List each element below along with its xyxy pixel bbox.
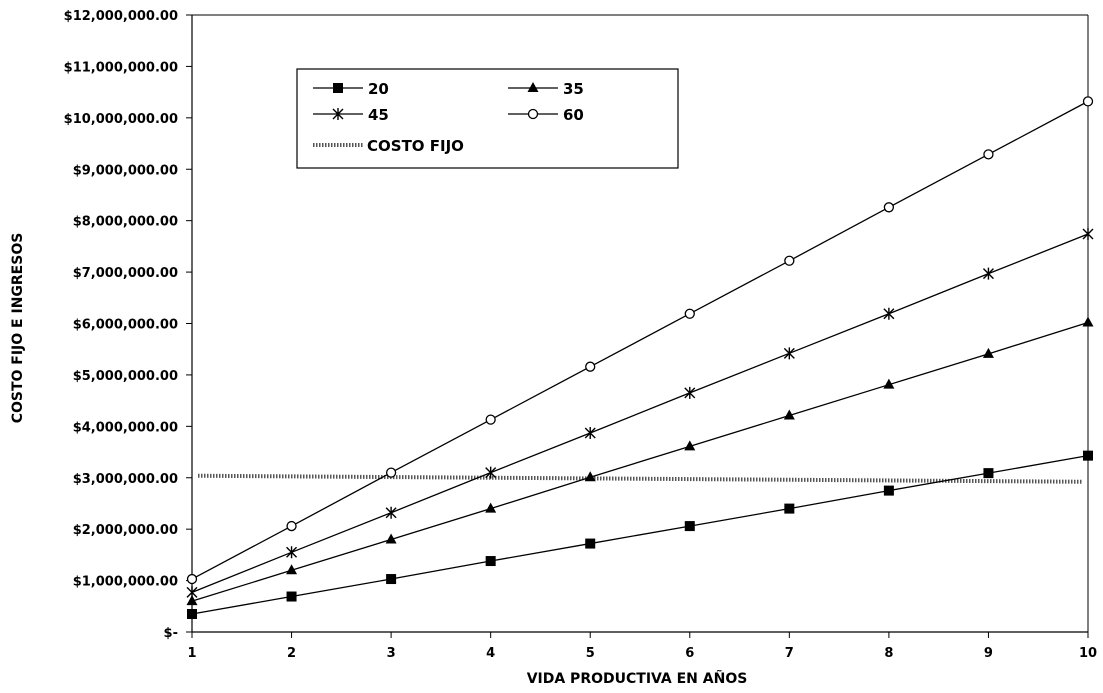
star-marker [385,506,397,519]
star-marker [1082,228,1094,241]
y-tick-label: $- [164,626,178,641]
y-axis: $- $1,000,000.00 $2,000,000.00 $3,000,000.0… [64,9,192,641]
x-tick-label: 7 [785,646,794,661]
triangle-marker [286,564,298,575]
series-line-20 [191,455,1089,615]
legend-label: 20 [368,80,389,98]
circle-marker [485,414,496,425]
triangle-marker [485,502,497,513]
legend: 20 35 45 60 COSTO FIJO [296,68,679,169]
star-marker [783,347,795,360]
square-marker [333,83,343,93]
circle-marker [585,361,596,372]
reference-line-layer [197,473,1083,484]
y-tick-label: $11,000,000.00 [64,60,178,75]
square-marker [983,468,994,479]
y-tick-label: $6,000,000.00 [73,318,178,333]
triangle-marker [883,378,895,389]
legend-label: 60 [563,106,584,124]
legend-item-45: 45 [313,106,389,124]
y-tick-label: $9,000,000.00 [73,163,178,178]
y-tick-label: $4,000,000.00 [73,420,178,435]
x-tick-label: 1 [187,646,196,661]
circle-marker [527,108,539,120]
legend-box [296,68,679,169]
triangle-marker [1082,316,1094,327]
triangle-marker [783,409,795,420]
triangle-marker [186,595,198,606]
square-marker [1083,450,1093,461]
star-marker [982,267,994,280]
series-line-45 [191,233,1089,594]
costo-fijo-line [197,473,1083,484]
x-tick-label: 10 [1079,646,1097,661]
y-tick-label: $3,000,000.00 [73,472,178,487]
y-tick-label: $5,000,000.00 [73,369,178,384]
series-20 [187,450,1093,620]
x-axis-title: VIDA PRODUCTIVA EN AÑOS [527,670,748,687]
legend-item-35: 35 [508,80,584,98]
star-marker [485,466,497,479]
circle-marker [684,308,695,319]
series-60 [186,96,1094,585]
star-marker [332,108,344,120]
y-tick-label: $2,000,000.00 [73,523,178,538]
series-line-60 [191,100,1089,580]
x-tick-label: 6 [685,646,694,661]
legend-label: 35 [563,80,584,98]
series-layer [186,96,1094,620]
legend-label: 45 [368,106,389,124]
triangle-marker [684,440,696,451]
legend-item-costo-fijo: COSTO FIJO [313,137,464,155]
legend-label: COSTO FIJO [367,137,464,155]
circle-marker [1082,96,1094,107]
x-tick-label: 4 [486,646,495,661]
square-marker [187,609,197,620]
y-tick-label: $12,000,000.00 [64,9,178,24]
triangle-marker [385,533,397,544]
circle-marker [186,573,198,585]
x-tick-label: 8 [884,646,893,661]
series-45 [186,228,1094,599]
triangle-marker [527,82,539,92]
square-marker [585,538,596,549]
star-marker [883,307,895,320]
y-axis-title: COSTO FIJO E INGRESOS [10,233,26,424]
square-marker [386,574,397,585]
circle-marker [784,255,795,266]
legend-item-20: 20 [313,80,389,98]
x-tick-label: 2 [287,646,296,661]
square-marker [286,591,297,602]
circle-marker [883,202,895,213]
circle-marker [385,467,397,478]
x-axis: 1 2 3 4 5 6 7 8 9 10 [187,632,1097,661]
triangle-marker [584,471,596,482]
series-35 [186,316,1094,606]
star-marker [286,546,298,559]
y-tick-label: $1,000,000.00 [73,575,178,590]
square-marker [883,485,894,496]
triangle-marker [982,347,994,358]
square-marker [485,556,496,567]
x-tick-label: 3 [387,646,396,661]
circle-marker [286,520,297,532]
x-tick-label: 5 [586,646,595,661]
y-tick-label: $7,000,000.00 [73,266,178,281]
star-marker [186,586,198,599]
series-line-35 [191,321,1089,602]
x-tick-label: 9 [984,646,993,661]
star-marker [584,427,596,440]
square-marker [784,503,795,514]
circle-marker [983,149,994,160]
star-marker [684,386,696,399]
legend-item-60: 60 [508,106,584,124]
y-tick-label: $10,000,000.00 [64,112,178,127]
square-marker [684,521,695,532]
y-tick-label: $8,000,000.00 [73,215,178,230]
